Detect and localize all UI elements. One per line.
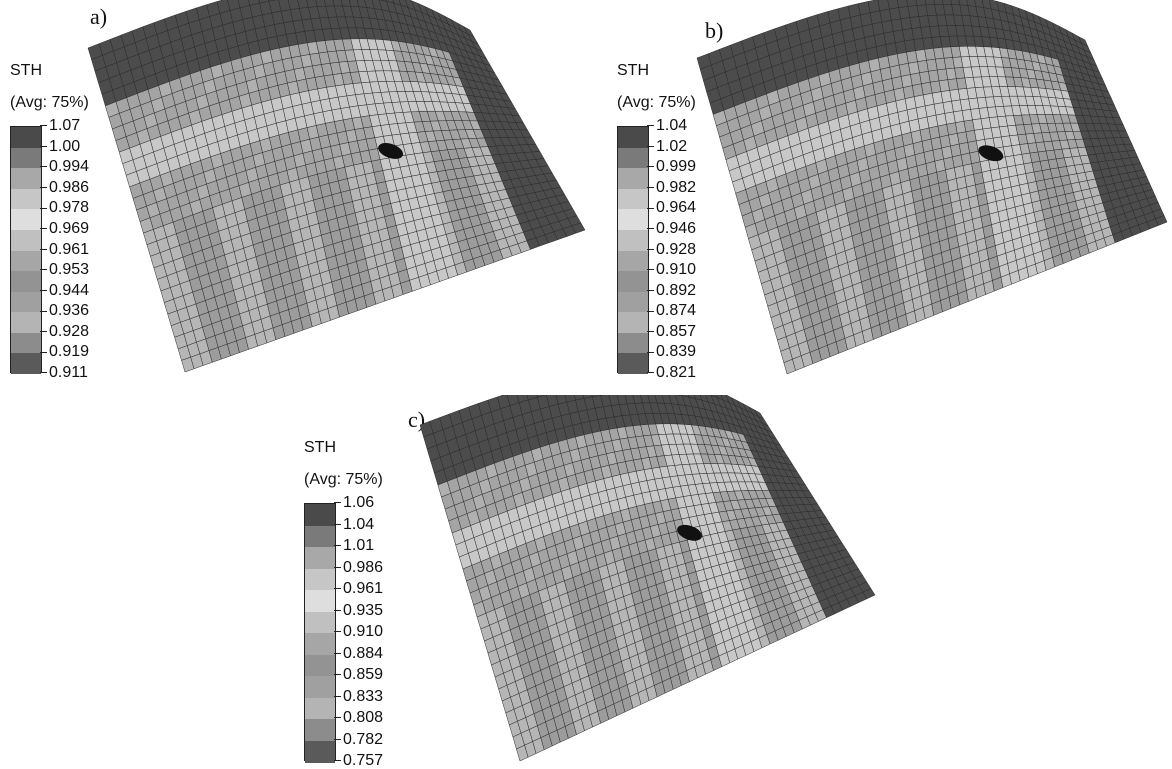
- legend-swatch: [11, 292, 41, 313]
- legend-swatch: [305, 612, 335, 634]
- legend-tick-label: 0.969: [40, 221, 89, 237]
- legend-tick-label: 0.953: [40, 262, 89, 278]
- legend-tick-label: 0.946: [647, 221, 696, 237]
- legend-swatch: [618, 271, 648, 292]
- legend-tick-label: 0.999: [647, 159, 696, 175]
- mesh-cells: [420, 395, 875, 761]
- legend-swatch: [305, 504, 335, 526]
- legend-swatch: [11, 333, 41, 354]
- legend-tick-label: 0.978: [40, 200, 89, 216]
- legend-swatch: [305, 526, 335, 548]
- legend-tick-label: 1.04: [647, 118, 687, 134]
- legend-swatch: [11, 189, 41, 210]
- legend-colorbar: [304, 503, 336, 761]
- legend-tick-label: 0.961: [40, 242, 89, 258]
- legend-tick-label: 0.986: [334, 560, 383, 576]
- legend-tick-label: 0.928: [647, 242, 696, 258]
- legend-tick-label: 0.833: [334, 689, 383, 705]
- legend-tick-label: 1.01: [334, 538, 374, 554]
- legend-subtitle: (Avg: 75%): [304, 471, 383, 489]
- legend-swatch: [11, 168, 41, 189]
- legend-tick-label: 0.964: [647, 200, 696, 216]
- legend-subtitle: (Avg: 75%): [10, 94, 89, 112]
- legend-tick-label: 0.782: [334, 732, 383, 748]
- legend-tick-label: 0.928: [40, 324, 89, 340]
- legend-tick-label: 0.944: [40, 283, 89, 299]
- legend-swatch: [11, 127, 41, 148]
- legend-swatch: [618, 127, 648, 148]
- legend-colorbar: [617, 126, 649, 373]
- mesh-cells: [697, 0, 1167, 374]
- legend-swatch: [305, 590, 335, 612]
- legend-tick-label: 0.986: [40, 180, 89, 196]
- legend-swatch: [618, 251, 648, 272]
- legend-tick-label: 1.07: [40, 118, 80, 134]
- legend-tick-label: 1.00: [40, 139, 80, 155]
- legend-tick-label: 0.808: [334, 710, 383, 726]
- legend-tick-label: 1.02: [647, 139, 687, 155]
- legend-swatch: [305, 569, 335, 591]
- legend-tick-label: 0.935: [334, 603, 383, 619]
- legend-swatch: [11, 251, 41, 272]
- legend-swatch: [618, 333, 648, 354]
- legend-swatch: [11, 148, 41, 169]
- legend-tick-label: 0.892: [647, 283, 696, 299]
- legend-title: STH: [10, 62, 42, 80]
- legend-swatch: [305, 698, 335, 720]
- legend-swatch: [618, 209, 648, 230]
- legend-swatch: [11, 271, 41, 292]
- legend-swatch: [11, 209, 41, 230]
- legend-tick-label: 0.961: [334, 581, 383, 597]
- legend-swatch: [618, 292, 648, 313]
- mesh-cells: [88, 0, 585, 372]
- legend-swatch: [618, 189, 648, 210]
- legend-title: STH: [617, 62, 649, 80]
- legend-tick-label: 0.982: [647, 180, 696, 196]
- legend-swatch: [618, 312, 648, 333]
- legend-tick-label: 0.936: [40, 303, 89, 319]
- legend-tick-label: 0.910: [647, 262, 696, 278]
- legend-swatch: [618, 148, 648, 169]
- legend-title: STH: [304, 439, 336, 457]
- legend-tick-label: 0.911: [40, 365, 88, 381]
- legend-swatch: [305, 719, 335, 741]
- legend-swatch: [618, 353, 648, 374]
- legend-tick-label: 0.884: [334, 646, 383, 662]
- legend-swatch: [618, 168, 648, 189]
- legend-tick-label: 1.06: [334, 495, 374, 511]
- legend-tick-label: 0.910: [334, 624, 383, 640]
- legend-tick-label: 0.821: [647, 365, 696, 381]
- legend-swatch: [305, 633, 335, 655]
- legend-tick-label: 0.874: [647, 303, 696, 319]
- legend-tick-label: 0.839: [647, 344, 696, 360]
- legend-swatch: [305, 547, 335, 569]
- legend-swatch: [305, 655, 335, 677]
- legend-tick-label: 0.919: [40, 344, 89, 360]
- legend-swatch: [11, 230, 41, 251]
- legend-swatch: [618, 230, 648, 251]
- legend-tick-label: 0.994: [40, 159, 89, 175]
- legend-swatch: [11, 353, 41, 374]
- legend-swatch: [305, 676, 335, 698]
- legend-colorbar: [10, 126, 42, 373]
- legend-swatch: [11, 312, 41, 333]
- legend-tick-label: 0.859: [334, 667, 383, 683]
- legend-swatch: [305, 741, 335, 763]
- sheet-mesh-plot: [0, 0, 600, 390]
- legend-subtitle: (Avg: 75%): [617, 94, 696, 112]
- legend-tick-label: 0.857: [647, 324, 696, 340]
- legend-tick-label: 1.04: [334, 517, 374, 533]
